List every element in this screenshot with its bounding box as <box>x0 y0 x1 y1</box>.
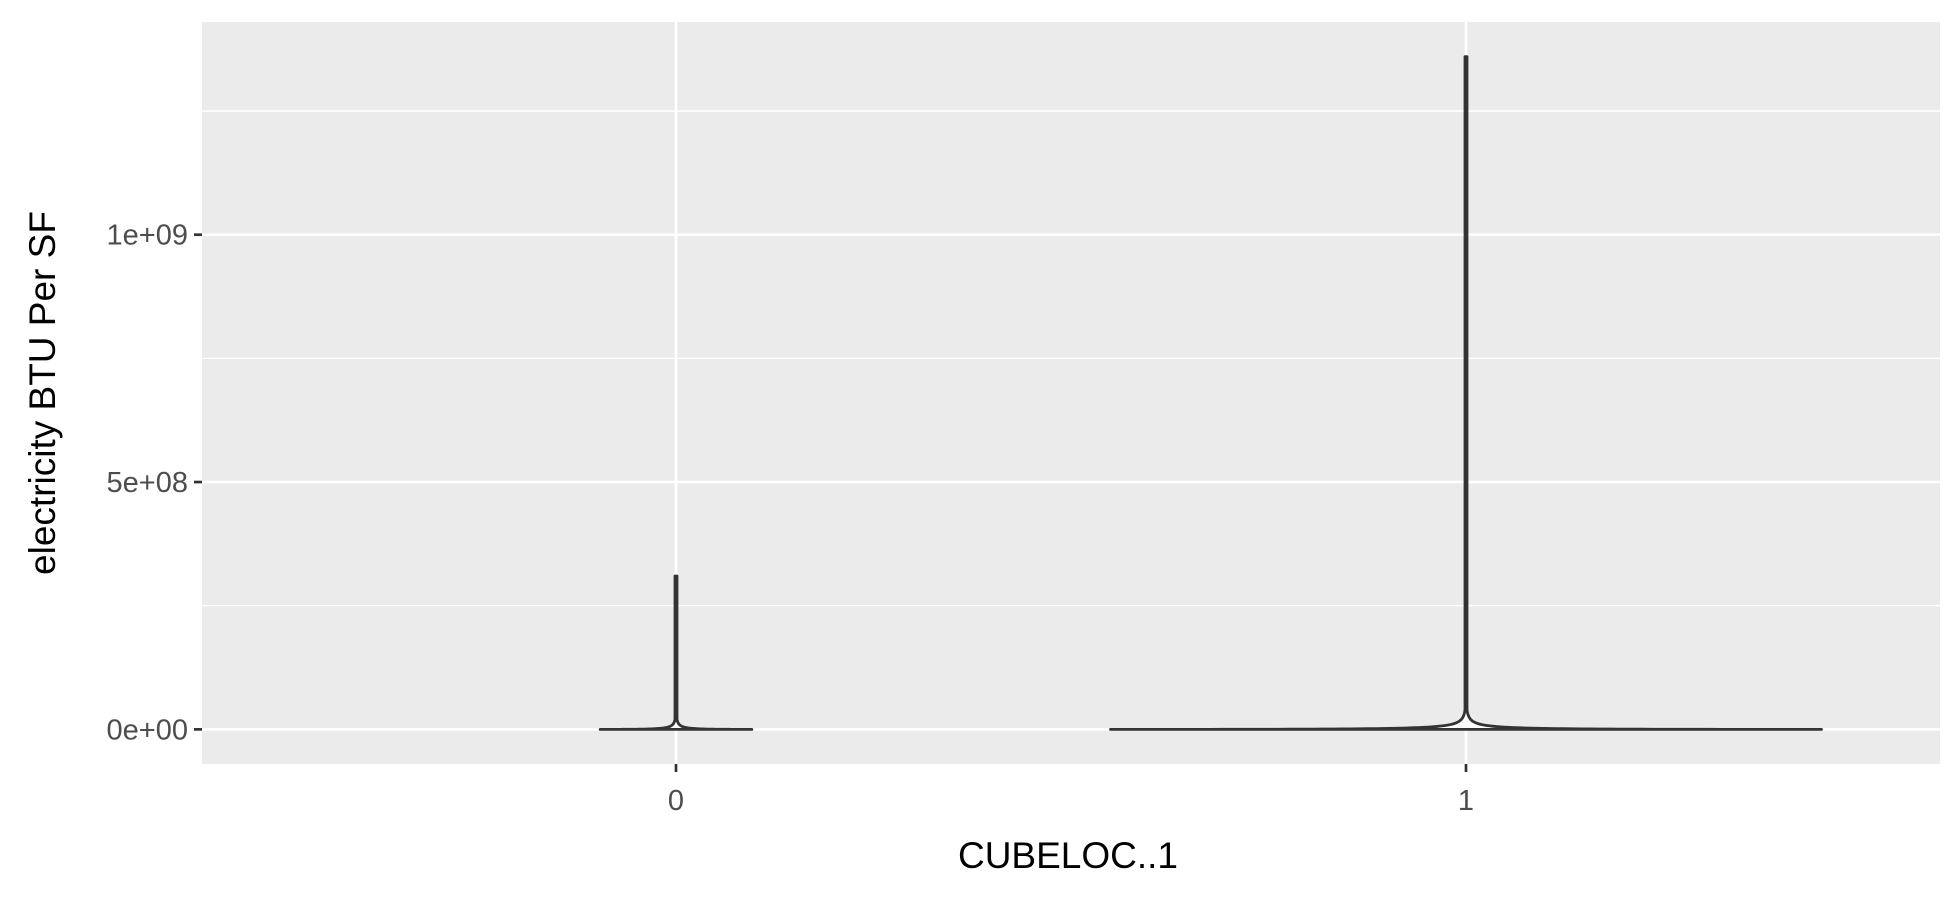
y-tick-label: 1e+09 <box>107 220 188 252</box>
x-axis-title: CUBELOC..1 <box>958 835 1178 876</box>
y-tick-label: 0e+00 <box>107 714 188 746</box>
violins <box>598 55 1823 731</box>
violin-0 <box>598 574 754 731</box>
y-tick-label: 5e+08 <box>107 467 188 499</box>
violin-1 <box>1109 55 1823 731</box>
x-tick-label: 0 <box>668 785 684 817</box>
y-axis: 0e+00 5e+08 1e+09 <box>107 220 202 746</box>
plot-panel <box>202 22 1940 764</box>
x-tick-label: 1 <box>1458 785 1474 817</box>
y-axis-title: electricity BTU Per SF <box>22 211 63 575</box>
minor-gridlines <box>202 110 1940 607</box>
